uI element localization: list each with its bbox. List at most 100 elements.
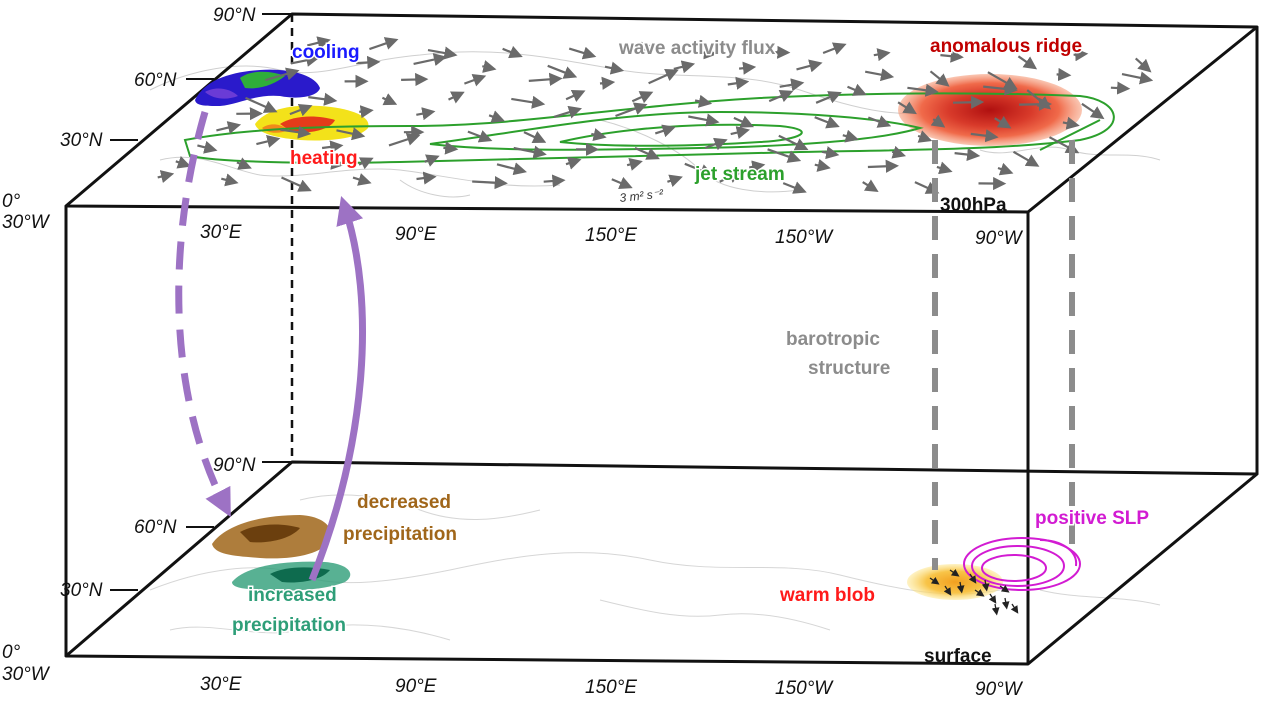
flux-vector <box>779 78 805 92</box>
surface-wind-vector <box>981 579 990 592</box>
flux-vector <box>245 96 278 113</box>
flux-vector <box>864 68 895 82</box>
decreased-precip-label-line2: precipitation <box>343 524 457 545</box>
flux-vector <box>448 91 465 104</box>
surface-wind-vector <box>968 573 977 584</box>
jet-stream-label: jet stream <box>694 164 785 185</box>
bottom-lat-tick: 30°N <box>60 580 103 601</box>
surface-wind-vector <box>1010 603 1019 614</box>
flux-vector <box>873 48 891 62</box>
flux-vector <box>688 113 720 127</box>
surface-wind-vector <box>999 584 1010 593</box>
flux-vector <box>467 130 493 143</box>
flux-vector <box>175 156 192 169</box>
flux-vector <box>627 41 656 55</box>
flux-vector <box>591 128 607 142</box>
flux-vector <box>1081 102 1105 120</box>
flux-vector <box>1017 55 1038 70</box>
vector-scale-label: 3 m² s⁻² <box>619 186 665 205</box>
flux-vector <box>307 36 331 50</box>
flux-vector <box>1062 116 1080 130</box>
top-lon-ticks: 30°W 30°E 90°E 150°E 150°W 90°W <box>2 212 1024 249</box>
flux-vector <box>352 173 372 186</box>
bottom-lon-tick: 30°W <box>2 664 51 685</box>
flux-vector <box>815 91 842 104</box>
level-label-surface: surface <box>924 646 992 667</box>
flux-vector <box>767 148 802 163</box>
flux-vector <box>599 76 616 90</box>
flux-vector <box>1073 48 1089 62</box>
positive-slp-label: positive SLP <box>1035 508 1149 529</box>
flux-vector <box>358 157 374 170</box>
solid-ascending-arrow <box>308 196 366 582</box>
heating-label: heating <box>290 148 358 169</box>
flux-vector <box>472 176 508 190</box>
box-frame <box>64 12 1259 666</box>
flux-vector <box>611 176 633 190</box>
flux-vector <box>891 145 906 159</box>
flux-vector <box>565 89 586 102</box>
bottom-lat-tick: 0° <box>2 642 21 663</box>
bottom-lat-tick: 90°N <box>213 455 256 476</box>
flux-vector <box>369 37 399 51</box>
flux-vector <box>1026 89 1052 110</box>
top-lon-tick: 30°W <box>2 212 51 233</box>
flux-vector <box>822 42 847 55</box>
flux-vector <box>940 49 964 63</box>
flux-vector <box>626 158 643 171</box>
flux-vector <box>256 134 281 148</box>
flux-vector <box>388 132 421 147</box>
top-lat-tick: 60°N <box>134 70 177 91</box>
flux-vector <box>290 53 320 67</box>
dashed-descending-arrow <box>175 111 231 518</box>
bottom-lon-ticks: 30°W 30°E 90°E 150°E 150°W 90°W <box>2 664 1024 700</box>
flux-vector <box>952 95 985 109</box>
bottom-lon-tick: 90°W <box>975 679 1024 700</box>
cooling-region <box>195 69 320 106</box>
flux-vector <box>216 121 242 134</box>
flux-vector <box>321 140 344 154</box>
flux-vector <box>511 95 546 109</box>
flux-vector <box>847 83 867 96</box>
flux-vector <box>796 59 823 73</box>
flux-vector <box>673 60 696 74</box>
flux-vector <box>914 181 940 194</box>
top-lat-tick: 30°N <box>60 130 103 151</box>
flux-vector <box>782 181 807 194</box>
flux-vector <box>543 174 566 188</box>
flux-vector <box>604 61 625 75</box>
flux-vector <box>427 46 458 60</box>
flux-vector <box>1012 150 1040 167</box>
flux-vector <box>648 68 679 85</box>
flux-vector <box>936 161 953 175</box>
flux-vector <box>1110 81 1131 95</box>
surface-wind-vector <box>988 593 997 604</box>
flux-vector <box>867 159 899 173</box>
increased-precip-label-line1: increased <box>248 585 337 606</box>
barotropic-label-line1: barotropic <box>786 329 880 350</box>
surface-wind-vector <box>949 568 960 577</box>
flux-vector <box>764 45 791 59</box>
flux-vector <box>416 107 436 121</box>
flux-vector <box>401 72 429 87</box>
top-lon-tick: 90°E <box>395 224 437 245</box>
flux-vector <box>565 156 582 170</box>
flux-vector <box>684 162 714 177</box>
flux-vector <box>553 105 583 119</box>
flux-vector <box>997 162 1014 176</box>
decreased-precipitation-region <box>212 515 331 559</box>
flux-vector <box>954 147 981 162</box>
flux-vector <box>897 101 917 115</box>
flux-vector <box>631 91 654 104</box>
flux-vector <box>281 176 312 192</box>
flux-vector <box>634 146 660 160</box>
flux-vector <box>768 89 794 103</box>
flux-vector <box>930 114 946 128</box>
level-label-300hpa: 300hPa <box>940 195 1007 216</box>
flux-vector <box>523 131 547 143</box>
flux-vector <box>547 64 578 79</box>
flux-vector <box>464 73 487 87</box>
flux-vector <box>502 45 523 59</box>
flux-vector <box>488 110 506 123</box>
